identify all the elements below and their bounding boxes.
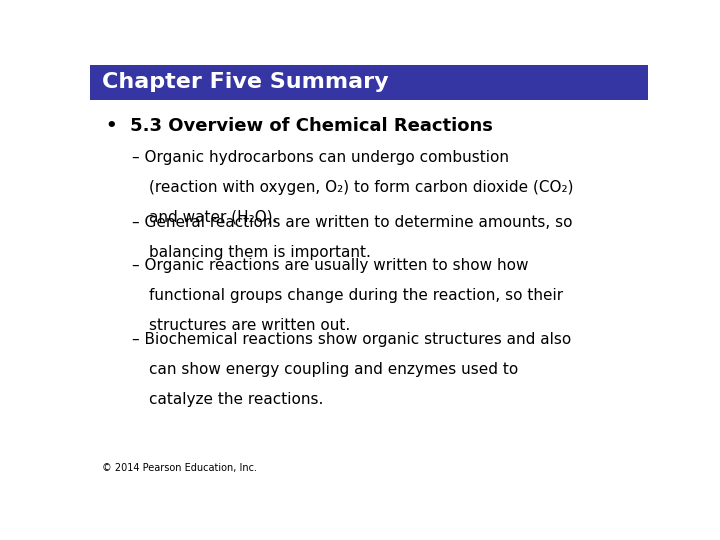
Text: functional groups change during the reaction, so their: functional groups change during the reac… [148, 288, 563, 303]
Text: Chapter Five Summary: Chapter Five Summary [102, 72, 389, 92]
Text: •  5.3 Overview of Chemical Reactions: • 5.3 Overview of Chemical Reactions [106, 117, 492, 135]
Text: catalyze the reactions.: catalyze the reactions. [148, 392, 323, 407]
Text: structures are written out.: structures are written out. [148, 318, 350, 333]
Text: – General reactions are written to determine amounts, so: – General reactions are written to deter… [132, 215, 572, 231]
Text: © 2014 Pearson Education, Inc.: © 2014 Pearson Education, Inc. [102, 463, 257, 473]
FancyBboxPatch shape [90, 65, 648, 100]
Text: – Organic hydrocarbons can undergo combustion: – Organic hydrocarbons can undergo combu… [132, 150, 509, 165]
Text: can show energy coupling and enzymes used to: can show energy coupling and enzymes use… [148, 362, 518, 377]
Text: – Organic reactions are usually written to show how: – Organic reactions are usually written … [132, 258, 528, 273]
Text: (reaction with oxygen, O₂) to form carbon dioxide (CO₂): (reaction with oxygen, O₂) to form carbo… [148, 180, 573, 195]
Text: – Biochemical reactions show organic structures and also: – Biochemical reactions show organic str… [132, 332, 571, 347]
Text: balancing them is important.: balancing them is important. [148, 245, 371, 260]
Text: and water (H₂O).: and water (H₂O). [148, 210, 277, 225]
